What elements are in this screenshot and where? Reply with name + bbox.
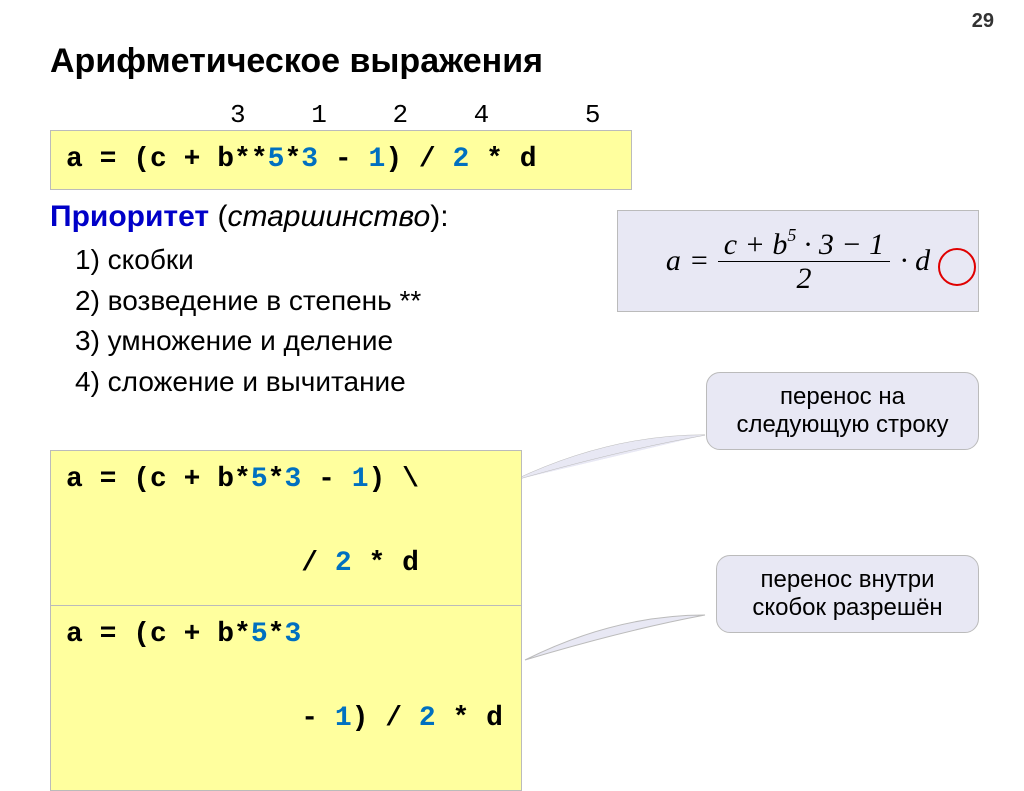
code-text: * [284,144,301,175]
code-text: a = (c + b* [66,619,251,650]
code-num: 1 [352,464,369,495]
priority-paren: ( [209,200,227,233]
code-num: 2 [419,703,436,734]
order-5: 5 [585,100,601,130]
code-text: * d [469,144,536,175]
code-num: 5 [268,144,285,175]
formula-dot-d: · d [900,244,930,278]
code-text: / [133,548,335,579]
red-circle-annotation [938,248,976,286]
code-num: 2 [335,548,352,579]
priority-list: 1) скобки 2) возведение в степень ** 3) … [75,240,421,402]
code-num: 3 [284,464,301,495]
priority-item-4: 4) сложение и вычитание [75,362,421,403]
code-example-3: a = (c + b*5*3 - 1) / 2 * d [50,605,522,791]
priority-item-3: 3) умножение и деление [75,321,421,362]
code-text: * [268,464,285,495]
priority-item-1: 1) скобки [75,240,421,281]
callout1-line2: следующую строку [725,411,960,439]
order-3: 3 [230,100,246,130]
formula-num: c + b [724,228,788,261]
code-text: - [133,703,335,734]
callout2-line2: скобок разрешён [735,594,960,622]
order-2: 2 [392,100,408,130]
code-num: 1 [335,703,352,734]
code-text: a = (c + b* [66,464,251,495]
order-1: 1 [311,100,327,130]
callout-bracket-continuation: перенос внутри скобок разрешён [716,555,979,633]
callout2-line1: перенос внутри [735,566,960,594]
code-text: - [301,464,351,495]
formula-eq: = [691,244,708,278]
formula-exp: 5 [787,225,796,245]
code-text: ) \ [369,464,419,495]
code-text: * d [436,703,503,734]
code-text: a = (c + b** [66,144,268,175]
math-formula: a = c + b5 · 3 − 1 2 · d [617,210,979,312]
code-num: 5 [251,464,268,495]
callout1-line1: перенос на [725,383,960,411]
priority-label: Приоритет [50,200,209,233]
code-num: 3 [301,144,318,175]
order-4: 4 [474,100,490,130]
formula-num2: · 3 − 1 [796,228,884,261]
priority-heading: Приоритет (старшинство): [50,200,449,234]
formula-den: 2 [790,262,817,295]
callout1-pointer [510,430,710,490]
code-text: * d [352,548,419,579]
slide-title: Арифметическое выражения [50,42,543,81]
code-num: 3 [284,619,301,650]
code-text: ) / [385,144,452,175]
code-text: ) / [352,703,419,734]
callout2-pointer [520,610,710,670]
code-num: 5 [251,619,268,650]
code-text: * [268,619,285,650]
code-example-1: a = (c + b**5*3 - 1) / 2 * d [50,130,632,190]
formula-a: a [666,244,681,278]
code-num: 2 [453,144,470,175]
code-num: 1 [369,144,386,175]
formula-fraction: c + b5 · 3 − 1 2 [718,228,890,295]
priority-item-2: 2) возведение в степень ** [75,281,421,322]
priority-close: ): [430,200,448,233]
page-number: 29 [972,10,994,33]
callout-line-continuation: перенос на следующую строку [706,372,979,450]
priority-italic: старшинство [227,200,430,233]
code-text: - [318,144,368,175]
